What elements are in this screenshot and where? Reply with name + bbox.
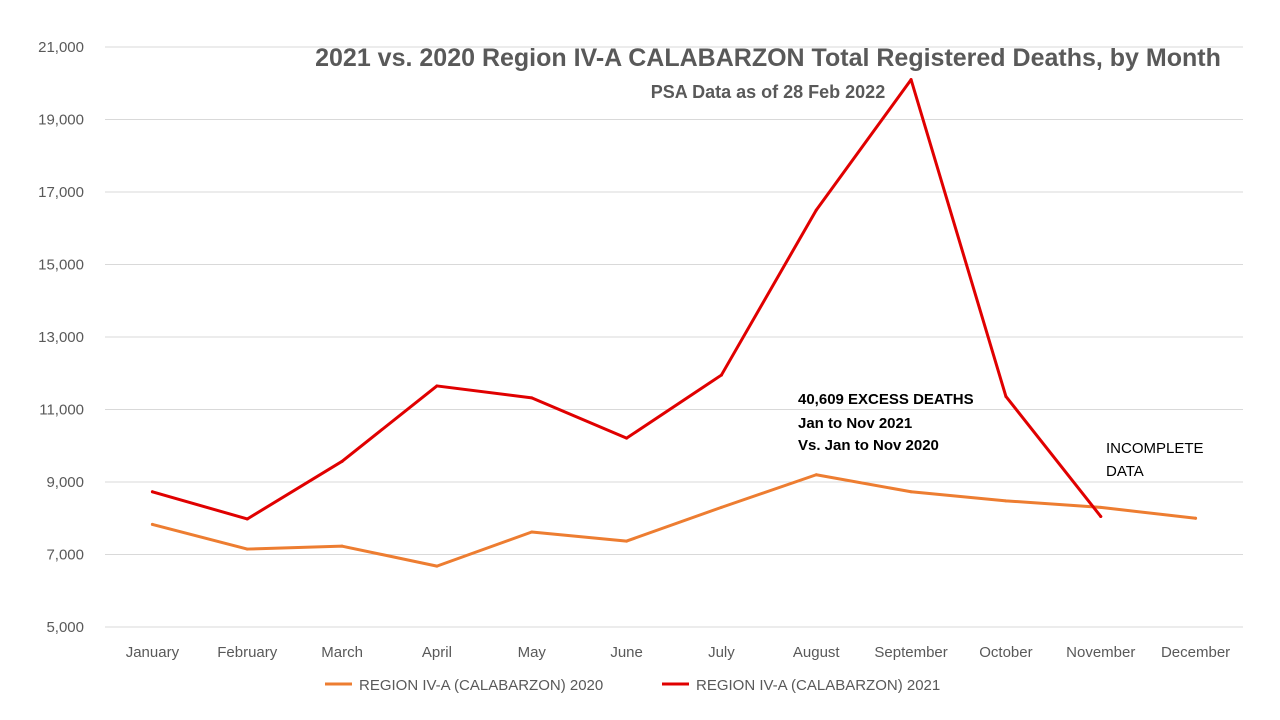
y-tick-label: 5,000 (46, 619, 84, 636)
excess-annotation-line-1: 40,609 EXCESS DEATHS (798, 391, 974, 408)
data-point (814, 473, 818, 477)
x-tick-label: May (518, 644, 547, 661)
y-tick-label: 9,000 (46, 474, 84, 491)
x-tick-label: January (126, 644, 180, 661)
data-point (1099, 505, 1103, 509)
data-point (435, 384, 439, 388)
data-point (530, 530, 534, 534)
y-tick-label: 7,000 (46, 547, 84, 564)
incomplete-data-annotation: INCOMPLETE DATA (1106, 440, 1204, 480)
x-tick-label: February (217, 644, 278, 661)
x-tick-label: August (793, 644, 841, 661)
y-tick-label: 15,000 (38, 257, 84, 274)
data-point (245, 547, 249, 551)
incomplete-annotation-line-1: INCOMPLETE (1106, 440, 1204, 457)
y-tick-label: 17,000 (38, 184, 84, 201)
data-point (150, 522, 154, 526)
y-tick-label: 21,000 (38, 39, 84, 56)
data-point (814, 208, 818, 212)
chart-title: 2021 vs. 2020 Region IV-A CALABARZON Tot… (315, 44, 1221, 72)
y-tick-label: 13,000 (38, 329, 84, 346)
x-tick-label: September (874, 644, 947, 661)
data-point (1004, 499, 1008, 503)
y-axis-tick-labels: 5,000 7,000 9,000 11,000 13,000 15,000 17,000 1… (38, 39, 84, 636)
legend-label-2021: REGION IV-A (CALABARZON) 2021 (696, 677, 940, 694)
series-lines (150, 78, 1198, 568)
incomplete-annotation-line-2: DATA (1106, 463, 1144, 480)
data-point (340, 459, 344, 463)
data-point (625, 539, 629, 543)
excess-deaths-annotation: 40,609 EXCESS DEATHS Jan to Nov 2021 Vs.… (798, 391, 974, 454)
data-point (909, 490, 913, 494)
data-point (245, 517, 249, 521)
data-point (1004, 394, 1008, 398)
y-tick-label: 19,000 (38, 112, 84, 129)
data-point (625, 436, 629, 440)
x-axis-tick-labels: January February March April May June July Augu… (126, 644, 1230, 661)
excess-annotation-line-3: Vs. Jan to Nov 2020 (798, 437, 939, 454)
data-point (530, 396, 534, 400)
x-tick-label: July (708, 644, 735, 661)
x-tick-label: December (1161, 644, 1230, 661)
legend: REGION IV-A (CALABARZON) 2020 REGION IV-… (325, 677, 940, 694)
excess-annotation-line-2: Jan to Nov 2021 (798, 415, 912, 432)
y-tick-label: 11,000 (39, 402, 84, 419)
x-tick-label: October (979, 644, 1032, 661)
data-point (909, 78, 913, 82)
series-line-2020 (150, 473, 1198, 568)
gridlines (105, 46, 1243, 628)
data-point (150, 490, 154, 494)
x-tick-label: March (321, 644, 363, 661)
legend-label-2020: REGION IV-A (CALABARZON) 2020 (359, 677, 603, 694)
series-line-2021 (150, 78, 1103, 521)
data-point (435, 564, 439, 568)
data-point (340, 544, 344, 548)
data-point (719, 373, 723, 377)
chart-subtitle: PSA Data as of 28 Feb 2022 (651, 82, 885, 102)
x-tick-label: June (610, 644, 643, 661)
data-point (1099, 514, 1103, 518)
x-tick-label: April (422, 644, 452, 661)
data-point (1194, 516, 1198, 520)
x-tick-label: November (1066, 644, 1135, 661)
data-point (719, 505, 723, 509)
